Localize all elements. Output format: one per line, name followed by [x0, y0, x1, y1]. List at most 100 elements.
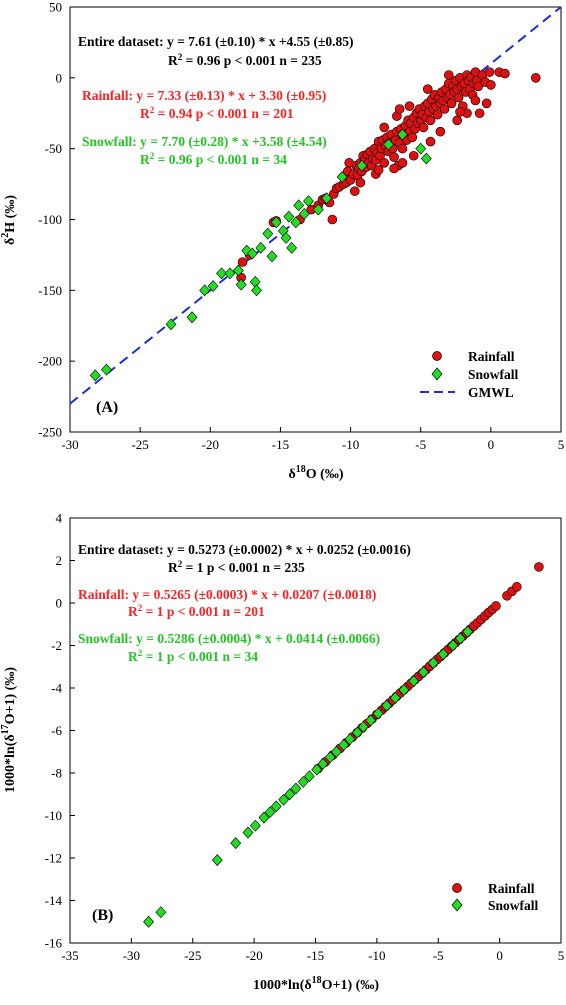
panel-a-snowfall-point	[356, 159, 368, 172]
panel-a-rainfall-point	[422, 84, 433, 94]
panel-b-snowfall-point	[338, 739, 350, 751]
panel-b-x-tick-label: -10	[368, 948, 385, 963]
panel-a-x-tick-label: -20	[202, 437, 219, 452]
panel-b-legend-snowfall-marker	[451, 898, 463, 912]
panel-a-snowfall-point	[216, 267, 227, 280]
panel-a-axis-ticks: -30 -25 -20 -15 -10 -5 0 5-250-200-150-100-5005…	[38, 0, 564, 452]
panel-b-snowfall-point	[143, 915, 154, 928]
panel-b-snowfall-point	[437, 648, 449, 661]
panel-a-snowfall-point	[251, 284, 262, 297]
panel-a-legend-rainfall-marker	[432, 351, 442, 361]
panel-a-rainfall-point	[389, 152, 399, 162]
panel-a-snowfall-point	[246, 247, 258, 260]
panel-b-snowfall-point	[372, 707, 384, 720]
panel-b-snowfall-point	[270, 800, 282, 813]
panel-a-rainfall-point	[404, 101, 415, 111]
panel-a-rainfall-point	[344, 158, 354, 168]
panel-a-snowfall-point	[270, 216, 282, 229]
panel-a-snowfall-point	[286, 241, 298, 254]
panel-a-snowfall-point	[383, 138, 394, 151]
panel-b-snowfall-point	[351, 726, 363, 739]
panel-b-eq-rainfall-stats: R2 = 1 p < 0.001 n = 201	[128, 603, 265, 619]
panel-b-snowfall-point	[242, 826, 254, 839]
panel-b-snowfall-point	[365, 714, 377, 727]
panel-b-chart: -35 -30 -25 -20 -15 -10 -5 0 5-16-14-12-10-8-6-4…	[0, 511, 564, 994]
panel-b-y-tick-label: -12	[45, 851, 62, 866]
panel-a-snowfall-point	[249, 275, 261, 288]
panel-a-snowfall-point	[186, 311, 198, 324]
panel-a-snowfall-point	[415, 142, 427, 155]
panel-b-x-tick-label: 0	[496, 948, 503, 963]
panel-a-x-tick-label: 5	[558, 437, 565, 452]
panel-a-snowfall-point	[89, 369, 101, 382]
panel-b-x-tick-label: -25	[184, 948, 201, 963]
panel-a-rainfall-point	[455, 107, 465, 117]
panel-a-y-axis-label: δ2H (‰)	[0, 195, 18, 245]
panel-a-rainfall-point	[418, 122, 429, 133]
panel-a-eq-entire: Entire dataset: y = 7.61 (±0.10) * x +4.…	[78, 34, 354, 49]
panel-a-x-tick-label: -30	[61, 437, 78, 452]
panel-a-rainfall-point	[389, 163, 399, 174]
panel-b-snowfall-point	[462, 625, 474, 638]
panel-b-snowfall-point	[389, 691, 401, 704]
panel-a-y-tick-label: -150	[38, 283, 62, 298]
panel-b-legend-rainfall-label: Rainfall	[488, 881, 535, 896]
panel-a-rainfall-point	[473, 81, 484, 92]
panel-a-rainfall-point	[425, 115, 436, 126]
panel-b-snowfall-point	[249, 819, 261, 832]
panel-b-eq-entire: Entire dataset: y = 0.5273 (±0.0002) * x…	[78, 542, 411, 557]
panel-b-snowfall-point	[278, 793, 289, 806]
panel-b-y-tick-label: -10	[45, 808, 62, 823]
panel-b-y-tick-label: 4	[56, 511, 63, 526]
panel-b-snowfall-point	[398, 683, 410, 696]
panel-b-snowfall-point	[330, 745, 342, 758]
panel-b-y-tick-label: -16	[45, 936, 63, 951]
panel-a-eq-rainfall-stats: R2 = 0.94 p < 0.001 n = 201	[140, 105, 294, 121]
panel-b-y-tick-label: 0	[56, 596, 63, 611]
panel-b-rainfall-point	[534, 562, 544, 572]
panel-a-snowfall-point	[266, 250, 278, 263]
panel-a-y-tick-label: -50	[45, 141, 62, 156]
panel-a-snowfall-point	[255, 241, 267, 254]
panel-a-rainfall-point	[484, 67, 495, 77]
panel-a-y-tick-label: -100	[38, 212, 62, 227]
panel-a-snowfall-point	[235, 278, 247, 291]
panel-a-snowfall-point	[262, 227, 274, 240]
panel-a-x-tick-label: -10	[342, 437, 359, 452]
panel-a-points	[69, 6, 562, 405]
panel-b-snowfall-point	[258, 811, 270, 824]
panel-a-snowfall-point	[241, 244, 253, 257]
panel-a-rainfall-point	[453, 92, 464, 103]
panel-a-rainfall-point	[379, 158, 390, 168]
panel-a-eq-snowfall: Snowfall: y = 7.70 (±0.28) * x +3.58 (±4…	[82, 134, 327, 149]
panel-a-snowfall-point	[101, 363, 112, 376]
panel-b-snowfall-point	[211, 854, 223, 867]
panel-b-snowfall-point	[311, 763, 323, 776]
panel-a-eq-entire-stats: R2 = 0.96 p < 0.001 n = 235	[168, 52, 322, 68]
panel-a-rainfall-point	[452, 115, 462, 126]
panel-a-rainfall-point	[379, 122, 390, 133]
panel-b-x-tick-label: -5	[433, 948, 444, 963]
panel-b-x-tick-label: -15	[307, 948, 324, 963]
panel-a-snowfall-point	[165, 318, 177, 331]
panel-b-snowfall-point	[447, 639, 459, 652]
panel-b-y-tick-label: -4	[51, 681, 62, 696]
panel-a-y-tick-label: 50	[49, 0, 62, 15]
panel-b-legend-rainfall-marker	[452, 883, 462, 893]
panel-a-rainfall-point	[439, 104, 450, 114]
panel-a-rainfall-point	[474, 108, 485, 119]
panel-a-legend: Rainfall Snowfall GMWL	[420, 349, 519, 400]
panel-b-label: (B)	[92, 907, 113, 924]
panel-a-rainfall-point	[407, 132, 418, 143]
panel-b-snowfall-point	[264, 806, 276, 819]
panel-a-label: (A)	[96, 399, 118, 416]
panel-a-legend-gmwl-label: GMWL	[468, 385, 514, 400]
panel-b-snowfall-point	[454, 632, 466, 645]
panel-b-points	[143, 562, 544, 928]
panel-a-rainfall-point	[481, 98, 492, 109]
panel-b-x-axis-label: 1000*ln(δ18O+1) (‰)	[253, 975, 379, 993]
panel-b-snowfall-point	[303, 770, 315, 783]
panel-a-rainfall-point	[486, 80, 496, 90]
panel-a-rainfall-point	[470, 95, 481, 106]
